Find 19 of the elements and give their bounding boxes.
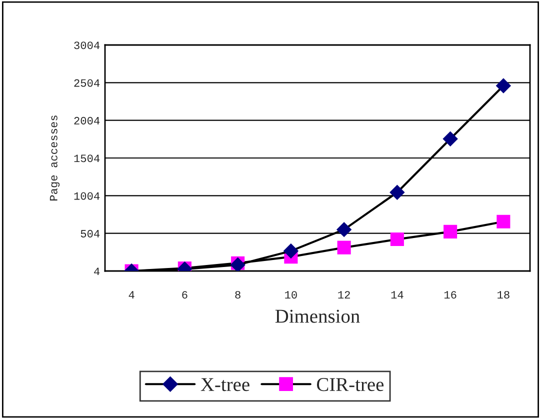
x-tick-label: 12	[338, 291, 350, 298]
y-tick-label: 504	[80, 230, 100, 238]
x-tick-label: 8	[235, 291, 240, 299]
x-tick-label: 10	[285, 291, 297, 299]
x-axis-title: Dimension	[275, 310, 360, 323]
y-tick-label: 2004	[74, 116, 100, 124]
x-tick-label: 16	[444, 291, 456, 299]
y-tick-label: 3004	[74, 42, 100, 50]
x-tick-label: 4	[128, 291, 134, 298]
y-tick-label: 1004	[74, 192, 100, 200]
legend-label: CIR-tree	[316, 378, 384, 392]
x-tick-label: 6	[182, 291, 188, 299]
y-tick-label: 2504	[74, 79, 100, 87]
y-axis-title: Page accesses	[50, 116, 60, 200]
x-tick-label: 18	[498, 291, 510, 299]
x-tick-label: 14	[391, 291, 404, 298]
legend-label: X-tree	[200, 378, 250, 392]
y-tick-label: 4	[94, 268, 100, 276]
y-tick-label: 1504	[74, 154, 100, 162]
